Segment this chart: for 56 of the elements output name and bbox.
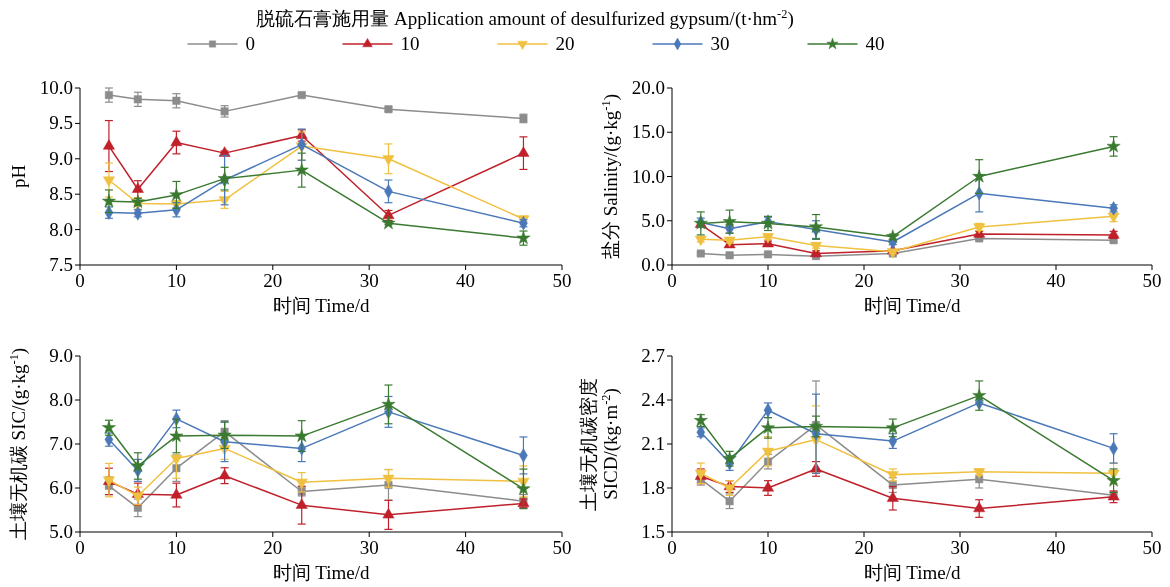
x-axis-title: 时间 Time/d — [863, 295, 961, 316]
x-tick-label: 50 — [1142, 270, 1162, 291]
y-tick-label: 5.0 — [641, 209, 665, 231]
x-tick-label: 0 — [667, 537, 677, 558]
y-tick-label: 9.0 — [49, 147, 73, 169]
x-tick-label: 0 — [75, 537, 85, 558]
x-tick-label: 10 — [166, 537, 186, 558]
x-tick-label: 50 — [552, 270, 572, 291]
y-tick-label: 7.0 — [49, 433, 73, 454]
x-tick-label: 40 — [1046, 537, 1066, 558]
x-tick-label: 30 — [950, 537, 970, 558]
x-tick-label: 50 — [552, 537, 572, 558]
x-tick-label: 20 — [263, 270, 283, 291]
x-axis-title: 时间 Time/d — [863, 562, 961, 583]
x-tick-label: 40 — [1046, 270, 1066, 291]
x-tick-label: 30 — [950, 270, 970, 291]
x-tick-label: 10 — [166, 270, 186, 291]
y-tick-label: 5.0 — [49, 521, 73, 542]
x-tick-label: 20 — [263, 537, 283, 558]
x-axis-title: 时间 Time/d — [272, 295, 370, 316]
legend-label: 20 — [555, 33, 575, 54]
x-tick-label: 20 — [854, 537, 874, 558]
x-tick-label: 30 — [359, 270, 379, 291]
x-tick-label: 20 — [854, 270, 874, 291]
x-axis-title: 时间 Time/d — [272, 562, 370, 583]
y-tick-label: 2.7 — [641, 345, 665, 366]
legend-label: 40 — [865, 33, 885, 54]
legend-label: 10 — [400, 33, 420, 54]
y-tick-label: 0.0 — [641, 254, 665, 275]
legend-label: 30 — [710, 33, 730, 54]
x-tick-label: 50 — [1142, 537, 1162, 558]
y-tick-label: 8.5 — [49, 183, 73, 205]
y-tick-label: 2.4 — [641, 389, 666, 410]
legend-title: 脱硫石膏施用量 Application amount of desulfurized gypsum/(t·hm$^{-2}$) — [256, 7, 794, 30]
x-tick-label: 10 — [758, 537, 778, 558]
y-tick-label: 7.5 — [49, 254, 73, 275]
x-tick-label: 30 — [359, 537, 379, 558]
y-tick-label: 15.0 — [631, 121, 665, 143]
y-tick-label: 8.0 — [49, 389, 73, 410]
y-axis-title: pH — [8, 164, 29, 189]
x-tick-label: 40 — [456, 270, 476, 291]
x-tick-label: 10 — [758, 270, 778, 291]
y-tick-label: 6.0 — [49, 477, 73, 498]
y-tick-label: 10.0 — [631, 165, 665, 187]
y-tick-label: 1.5 — [641, 521, 665, 542]
y-tick-label: 10.0 — [39, 77, 73, 98]
y-tick-label: 20.0 — [631, 77, 665, 98]
x-tick-label: 40 — [456, 537, 476, 558]
x-tick-label: 0 — [667, 270, 677, 291]
y-tick-label: 1.8 — [641, 477, 665, 498]
y-tick-label: 9.5 — [49, 112, 73, 134]
y-tick-label: 8.0 — [49, 218, 73, 240]
y-tick-label: 9.0 — [49, 345, 73, 366]
legend-label: 0 — [245, 33, 255, 54]
x-tick-label: 0 — [75, 270, 85, 291]
y-tick-label: 2.1 — [641, 433, 665, 454]
